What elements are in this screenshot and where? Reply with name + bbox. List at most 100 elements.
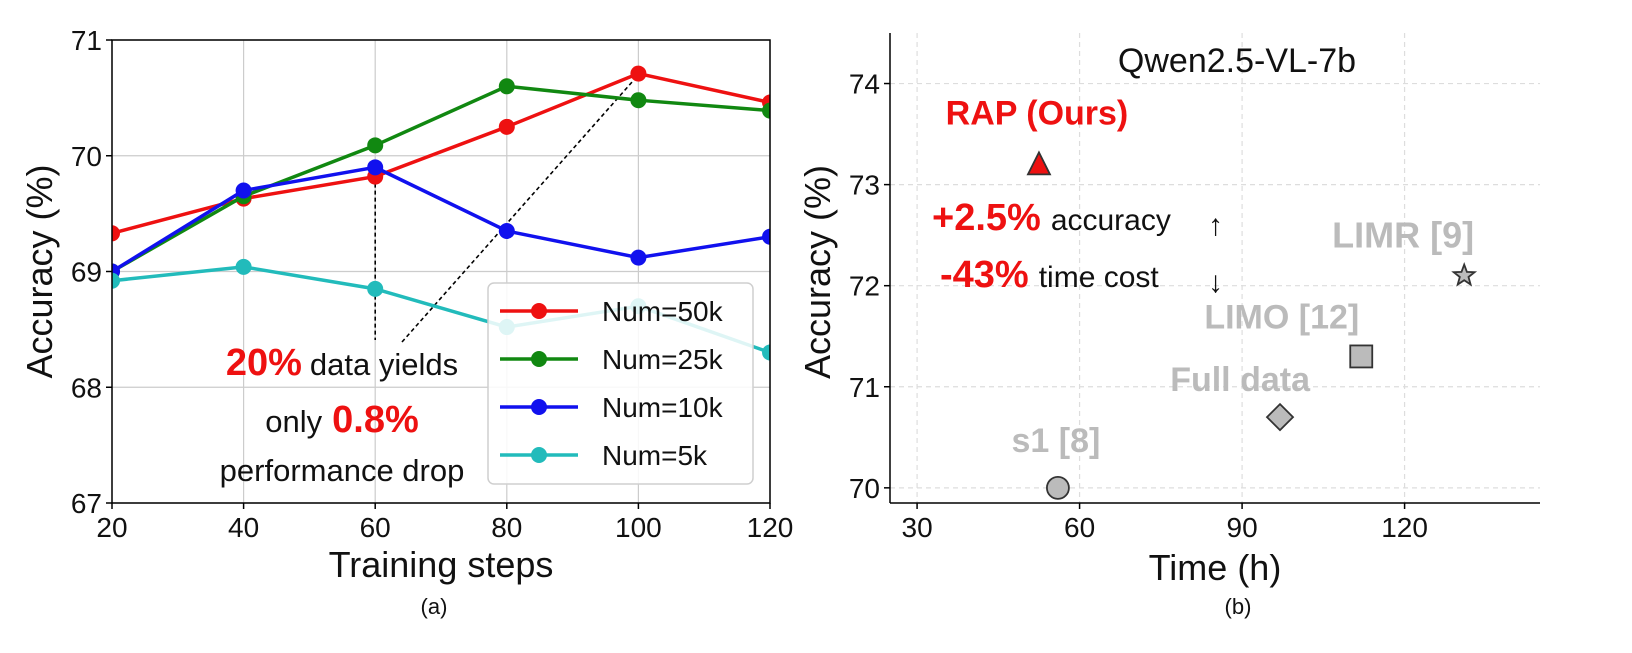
data-point <box>630 92 647 109</box>
y-tick-label: 73 <box>849 170 880 201</box>
square-marker <box>1349 344 1374 369</box>
point-label: RAP (Ours) <box>946 94 1129 132</box>
data-point <box>367 280 384 297</box>
x-tick-label: 60 <box>1064 512 1095 543</box>
data-point <box>498 78 515 95</box>
series-num-25k <box>112 78 770 280</box>
x-tick-label: 40 <box>228 512 259 543</box>
y-tick-label: 71 <box>71 25 102 56</box>
data-point <box>630 65 647 82</box>
panel-b-y-axis-label: Accuracy (%) <box>797 165 838 379</box>
panel-b-x-axis-label: Time (h) <box>1149 547 1282 588</box>
y-tick-label: 67 <box>71 488 102 519</box>
legend-label: Num=10k <box>602 392 724 423</box>
annotation-text: data yields <box>310 347 458 382</box>
panel-b-ticks: 30 60 90 120 70 71 72 73 74 <box>849 69 1428 543</box>
annotation-guide-diagonal <box>401 78 635 343</box>
legend-label: Num=5k <box>602 440 708 471</box>
legend-item: Num=5k <box>500 440 708 471</box>
diamond-marker <box>1265 402 1295 432</box>
series-line <box>112 165 770 273</box>
panel-a-x-axis-label: Training steps <box>329 544 554 585</box>
x-tick-label: 60 <box>360 512 391 543</box>
svg-text:+2.5%accuracy: +2.5% accuracy <box>932 197 1171 239</box>
y-tick-label: 68 <box>71 372 102 403</box>
panel-b-scatter-chart: 30 60 90 120 70 71 72 73 74 Qwen2.5-VL-7b Time (… <box>797 33 1540 619</box>
x-tick-label: 120 <box>1381 512 1428 543</box>
legend-label: Num=50k <box>602 296 724 327</box>
annotation-text: performance drop <box>220 453 465 488</box>
annotation-text: time cost <box>1039 261 1160 294</box>
data-point <box>498 118 515 135</box>
legend-item: Num=50k <box>500 296 724 327</box>
y-tick-label: 70 <box>71 141 102 172</box>
y-tick-label: 71 <box>849 372 880 403</box>
panel-b-grid <box>890 33 1540 503</box>
panel-a-y-axis-label: Accuracy (%) <box>19 164 60 378</box>
circle-marker <box>1046 475 1070 500</box>
panel-a-ticks: 20 40 60 80 100 120 67 68 69 70 71 <box>71 25 794 543</box>
data-point <box>762 102 770 119</box>
panel-b-caption: (b) <box>1225 594 1252 619</box>
legend-swatch-marker <box>531 399 547 415</box>
panel-b-annotation: +2.5% accuracy -43% time cost ↑ ↓ <box>932 197 1223 299</box>
panel-b-axes <box>889 33 1540 504</box>
svg-text:-43%time cost: -43% time cost <box>940 254 1159 296</box>
annotation-text: only <box>265 404 322 439</box>
arrow-up-icon: ↑ <box>1208 209 1223 242</box>
legend-box <box>487 282 754 485</box>
panel-b-points: RAP (Ours) LIMR [9] LIMO [12] Full data s1 [… <box>946 94 1478 500</box>
annotation-highlight-time-reduction: -43% <box>940 254 1029 296</box>
arrow-down-icon: ↓ <box>1208 266 1223 299</box>
panel-a-guide-lines <box>374 78 635 343</box>
x-tick-label: 100 <box>615 512 662 543</box>
data-point <box>235 258 252 275</box>
triangle-marker <box>1026 150 1052 176</box>
legend-item: Num=10k <box>500 392 724 423</box>
point-label: LIMO [12] <box>1204 298 1359 336</box>
legend-swatch-marker <box>531 447 547 463</box>
data-point <box>235 182 252 199</box>
y-tick-label: 70 <box>849 473 880 504</box>
annotation-text: accuracy <box>1051 204 1171 237</box>
x-tick-label: 30 <box>902 512 933 543</box>
data-point <box>762 228 770 245</box>
legend-label: Num=25k <box>602 344 724 375</box>
annotation-highlight-20pct: 20% <box>226 342 302 384</box>
panel-a-caption: (a) <box>421 594 448 619</box>
annotation-highlight-0-8pct: 0.8% <box>332 399 419 441</box>
y-tick-label: 74 <box>849 69 880 100</box>
data-point <box>367 137 384 154</box>
x-tick-label: 20 <box>96 512 127 543</box>
panel-b-title: Qwen2.5-VL-7b <box>1118 42 1356 80</box>
x-tick-label: 90 <box>1227 512 1258 543</box>
point-rap-ours: RAP (Ours) <box>946 94 1129 176</box>
point-label: Full data <box>1170 361 1311 399</box>
y-tick-label: 72 <box>849 271 880 302</box>
series-line <box>112 84 770 274</box>
legend-swatch-marker <box>531 351 547 367</box>
panel-a-annotation: 20% data yields only 0.8% performance drop <box>220 342 465 488</box>
point-label: s1 [8] <box>1012 422 1101 460</box>
point-full-data: Full data <box>1170 361 1311 432</box>
data-point <box>630 249 647 266</box>
series-num-10k <box>112 159 770 280</box>
star-marker <box>1451 262 1478 287</box>
point-s1-8: s1 [8] <box>1012 422 1101 500</box>
annotation-highlight-accuracy-gain: +2.5% <box>932 197 1041 239</box>
data-point <box>112 225 120 242</box>
legend-item: Num=25k <box>500 344 724 375</box>
point-limr-9: LIMR [9] <box>1332 215 1478 287</box>
data-point <box>498 222 515 239</box>
point-limo-12: LIMO [12] <box>1204 298 1374 369</box>
y-tick-label: 69 <box>71 257 102 288</box>
data-point <box>367 159 384 176</box>
point-label: LIMR [9] <box>1332 215 1474 256</box>
x-tick-label: 120 <box>747 512 794 543</box>
panel-a-legend: Num=50k Num=25k Num=10k Num=5k <box>487 282 754 485</box>
svg-text:20%data yields: 20% data yields <box>226 342 458 384</box>
legend-swatch-marker <box>531 303 547 319</box>
